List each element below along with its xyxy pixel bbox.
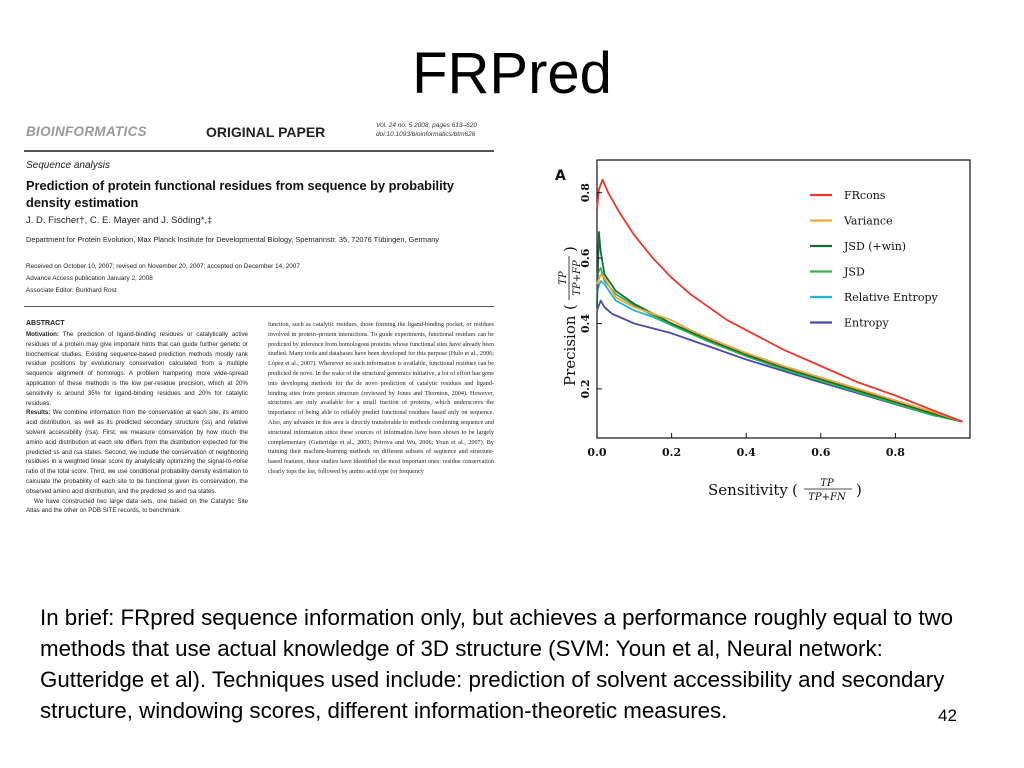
volume-line: Vol. 24 no. 5 2008, pages 613–620: [376, 122, 477, 129]
motivation-paragraph: Motivation: The prediction of ligand-bin…: [26, 330, 248, 408]
series-line: [596, 231, 963, 423]
y-axis-title: Precision: [561, 315, 579, 386]
paper-dates: Received on October 10, 2007; revised on…: [26, 261, 486, 297]
series-line: [596, 273, 963, 423]
motivation-text: The prediction of ligand-binding residue…: [26, 331, 248, 407]
page-number: 42: [938, 706, 957, 725]
header-rule: [24, 150, 494, 152]
abstract-column: Motivation: The prediction of ligand-bin…: [26, 330, 248, 516]
legend-label: Variance: [843, 215, 893, 228]
volume-info: Vol. 24 no. 5 2008, pages 613–620 doi:10…: [376, 122, 477, 139]
paper-affiliation: Department for Protein Evolution, Max Pl…: [26, 235, 440, 244]
results-paragraph-2: We have constructed two large data sets,…: [26, 497, 248, 515]
motivation-label: Motivation:: [26, 331, 59, 338]
intro-column: function, such as catalytic residues, th…: [268, 321, 494, 475]
x-tick-label: 0.8: [886, 446, 905, 459]
editor-line: Associate Editor: Burkhard Rost: [26, 287, 117, 294]
slide-caption: In brief: FRpred sequence information on…: [40, 605, 954, 723]
legend: FRcons Variance JSD (+win) JSD Relative Entr…: [810, 189, 938, 330]
journal-name: BIOINFORMATICS: [26, 124, 147, 139]
paper-type: ORIGINAL PAPER: [206, 124, 326, 140]
results-text: We combine information from the conserva…: [26, 409, 248, 495]
y-tick-label: 0.8: [579, 183, 592, 202]
abstract-rule: [24, 306, 494, 307]
paper-title: Prediction of protein functional residue…: [26, 178, 455, 210]
x-tick-label: 0.0: [587, 446, 606, 459]
x-axis-paren-open: (: [792, 481, 798, 499]
legend-label: JSD (+win): [843, 240, 906, 253]
legend-label: Entropy: [844, 317, 889, 330]
x-tick-label: 0.4: [737, 446, 756, 459]
series-lines: [596, 178, 963, 423]
paper-authors: J. D. Fischer†, C. E. Mayer and J. Södin…: [26, 215, 213, 226]
slide-title: FRPred: [412, 41, 612, 106]
doi-line: doi:10.1093/bioinformatics/btm626: [376, 130, 476, 138]
legend-label: FRcons: [844, 189, 886, 202]
results-label: Results:: [26, 409, 51, 417]
precision-sensitivity-chart: A FRcons Variance JSD (+win) JSD Relative En…: [555, 159, 971, 503]
x-axis-label: Sensitivity ( TP TP+FN ): [708, 478, 862, 503]
y-axis-formula-den: TP+FP: [572, 260, 583, 296]
x-axis-formula-num: TP: [820, 478, 834, 489]
x-axis-formula-den: TP+FN: [808, 492, 847, 503]
series-line: [596, 178, 963, 423]
y-tick-label: 0.4: [579, 314, 592, 333]
results-paragraph: Results: We combine information from the…: [26, 408, 248, 496]
y-tick-label: 0.2: [579, 379, 592, 398]
abstract-heading: ABSTRACT: [26, 320, 65, 327]
axis-ticks: 0.0 0.2 0.4 0.6 0.8 0.2 0.4 0.6 0.8: [579, 183, 905, 459]
paper-clipping: BIOINFORMATICS ORIGINAL PAPER Vol. 24 no…: [24, 118, 497, 558]
y-tick-label: 0.6: [579, 248, 592, 267]
received-line: Received on October 10, 2007; revised on…: [26, 263, 300, 270]
paper-section: Sequence analysis: [26, 160, 110, 171]
y-axis-label: Precision ( TP TP+FP ): [558, 246, 583, 386]
x-axis-title: Sensitivity: [708, 481, 788, 499]
panel-label: A: [555, 168, 566, 184]
x-axis-paren-close: ): [856, 481, 862, 499]
legend-label: JSD: [843, 266, 865, 279]
y-axis-paren-open: (: [561, 304, 579, 310]
legend-label: Relative Entropy: [844, 291, 938, 304]
x-tick-label: 0.6: [811, 446, 830, 459]
x-tick-label: 0.2: [662, 446, 681, 459]
y-axis-formula-num: TP: [558, 271, 569, 285]
y-axis-paren-close: ): [561, 246, 579, 252]
advance-line: Advance Access publication January 2, 20…: [26, 275, 153, 282]
